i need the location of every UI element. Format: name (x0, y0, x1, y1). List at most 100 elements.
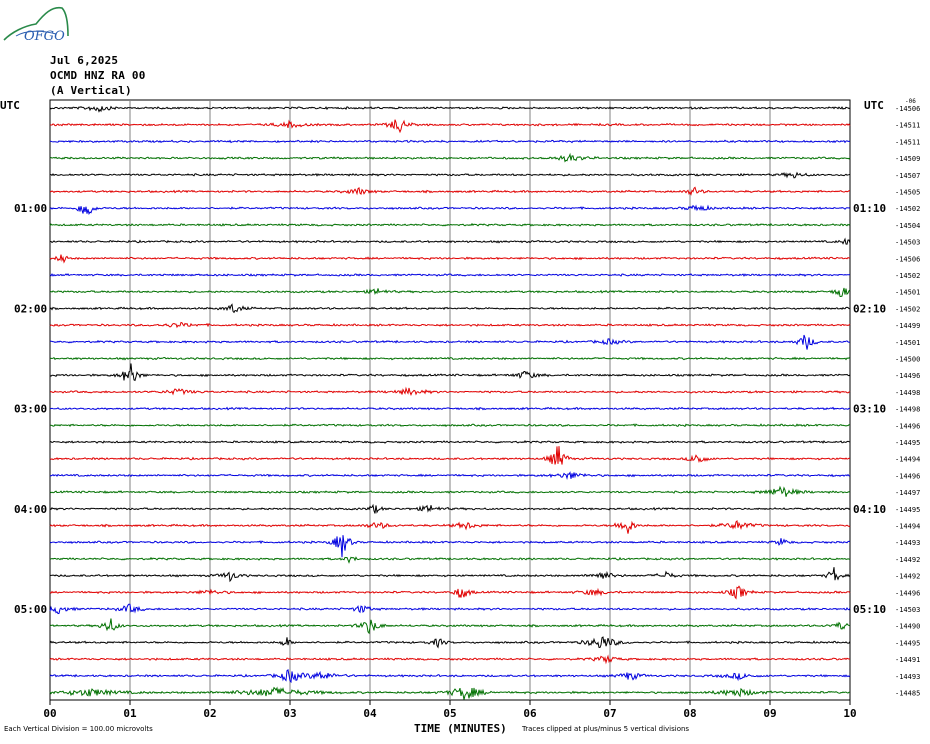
x-tick-label: 03 (283, 707, 296, 720)
trace-offset-label: -14496 (895, 472, 920, 480)
seismic-trace (49, 119, 851, 134)
seismic-trace (49, 485, 851, 497)
x-tick-label: 09 (763, 707, 776, 720)
seismic-trace (49, 321, 851, 329)
seismic-trace (49, 273, 851, 277)
left-time-label: 04:00 (14, 503, 47, 516)
right-time-label: 03:10 (853, 403, 886, 416)
left-time-label: 05:00 (14, 603, 47, 616)
seismic-trace (49, 303, 851, 314)
trace-offset-label: -14496 (895, 422, 920, 430)
right-time-label: 04:10 (853, 503, 886, 516)
trace-offset-label: -14495 (895, 639, 920, 647)
seismic-trace (49, 446, 851, 465)
scale-note: Each Vertical Division = 100.00 microvol… (4, 725, 153, 733)
seismic-trace (49, 535, 851, 558)
utc-left-label: UTC (0, 99, 20, 112)
seismic-trace (49, 585, 851, 600)
trace-offset-label: -14507 (895, 172, 920, 180)
x-axis-title: TIME (MINUTES) (414, 722, 507, 735)
x-tick-label: 08 (683, 707, 696, 720)
trace-offset-label: -14501 (895, 339, 920, 347)
station-code: OCMD HNZ RA 00 (50, 69, 146, 82)
seismic-trace (49, 152, 851, 163)
seismic-trace (49, 471, 851, 481)
seismic-trace (49, 423, 850, 428)
seismic-trace (49, 556, 851, 564)
trace-offset-label: -14492 (895, 573, 920, 581)
trace-offset-label: -14506 (895, 105, 920, 113)
x-tick-label: 00 (43, 707, 56, 720)
component-label: (A Vertical) (50, 84, 132, 97)
trace-offset-label: -14494 (895, 456, 920, 464)
seismic-trace (49, 334, 851, 350)
right-time-label: 01:10 (853, 202, 886, 215)
trace-offset-label: -14503 (895, 239, 920, 247)
seismic-trace (49, 105, 851, 113)
x-tick-label: 01 (123, 707, 137, 720)
trace-offset-label: -14511 (895, 138, 920, 146)
seismic-trace (49, 440, 851, 444)
left-time-label: 02:00 (14, 302, 47, 315)
trace-offset-label: -14498 (895, 406, 920, 414)
seismic-trace (49, 139, 851, 144)
trace-offset-label: -14494 (895, 523, 920, 531)
trace-offset-label: -14505 (895, 189, 920, 197)
trace-offset-label: -14495 (895, 506, 920, 514)
right-time-label: 02:10 (853, 302, 886, 315)
chart-date: Jul 6,2025 (50, 54, 119, 67)
trace-offset-label: -14499 (895, 322, 920, 330)
seismic-trace (49, 204, 851, 216)
x-tick-label: 02 (203, 707, 216, 720)
x-tick-label: 10 (843, 707, 856, 720)
trace-offset-label: -14502 (895, 305, 920, 313)
trace-offset-label: -14503 (895, 606, 920, 614)
seismic-trace (49, 669, 851, 684)
seismic-trace (49, 237, 851, 245)
seismic-trace (49, 222, 851, 227)
trace-offset-label: -14502 (895, 272, 920, 280)
left-time-label: 03:00 (14, 403, 47, 416)
seismic-trace (49, 567, 851, 583)
seismic-trace (49, 654, 850, 665)
trace-offset-label: -14511 (895, 122, 920, 130)
seismic-trace (49, 171, 851, 179)
seismic-trace (50, 406, 851, 411)
trace-offset-label: -14492 (895, 556, 920, 564)
seismic-trace (49, 254, 851, 264)
x-tick-label: 07 (603, 707, 616, 720)
seismic-trace (49, 287, 851, 298)
seismic-trace (49, 520, 851, 534)
seismic-trace (49, 686, 851, 700)
x-tick-label: 04 (363, 707, 377, 720)
clip-note: Traces clipped at plus/minus 5 vertical … (522, 725, 690, 733)
ofgo-logo: OFGO (3, 6, 69, 44)
seismic-trace (49, 636, 851, 649)
trace-offset-label: -14490 (895, 623, 920, 631)
seismic-trace (49, 363, 851, 382)
trace-offset-label: -14509 (895, 155, 920, 163)
x-tick-label: 06 (523, 707, 537, 720)
trace-offset-label: -14497 (895, 489, 920, 497)
seismic-trace (49, 186, 850, 196)
trace-offset-label: -14504 (895, 222, 920, 230)
trace-offset-label: -14501 (895, 289, 920, 297)
trace-offset-label: -14498 (895, 389, 920, 397)
utc-right-label: UTC (864, 99, 884, 112)
trace-offset-label: -14502 (895, 205, 920, 213)
trace-offset-label: -14506 (895, 255, 920, 263)
trace-offset-label: -14496 (895, 372, 920, 380)
seismic-trace (49, 618, 851, 635)
seismic-trace (49, 356, 851, 361)
top-right-label: -06 (905, 98, 916, 105)
trace-offset-label: -14491 (895, 656, 920, 664)
left-time-label: 01:00 (14, 202, 47, 215)
trace-offset-label: -14495 (895, 439, 920, 447)
trace-offset-label: -14496 (895, 589, 920, 597)
seismic-trace (49, 503, 851, 514)
trace-offset-label: -14493 (895, 673, 920, 681)
trace-offset-label: -14500 (895, 356, 920, 364)
trace-offset-label: -14485 (895, 690, 920, 698)
logo-text: OFGO (24, 29, 65, 44)
